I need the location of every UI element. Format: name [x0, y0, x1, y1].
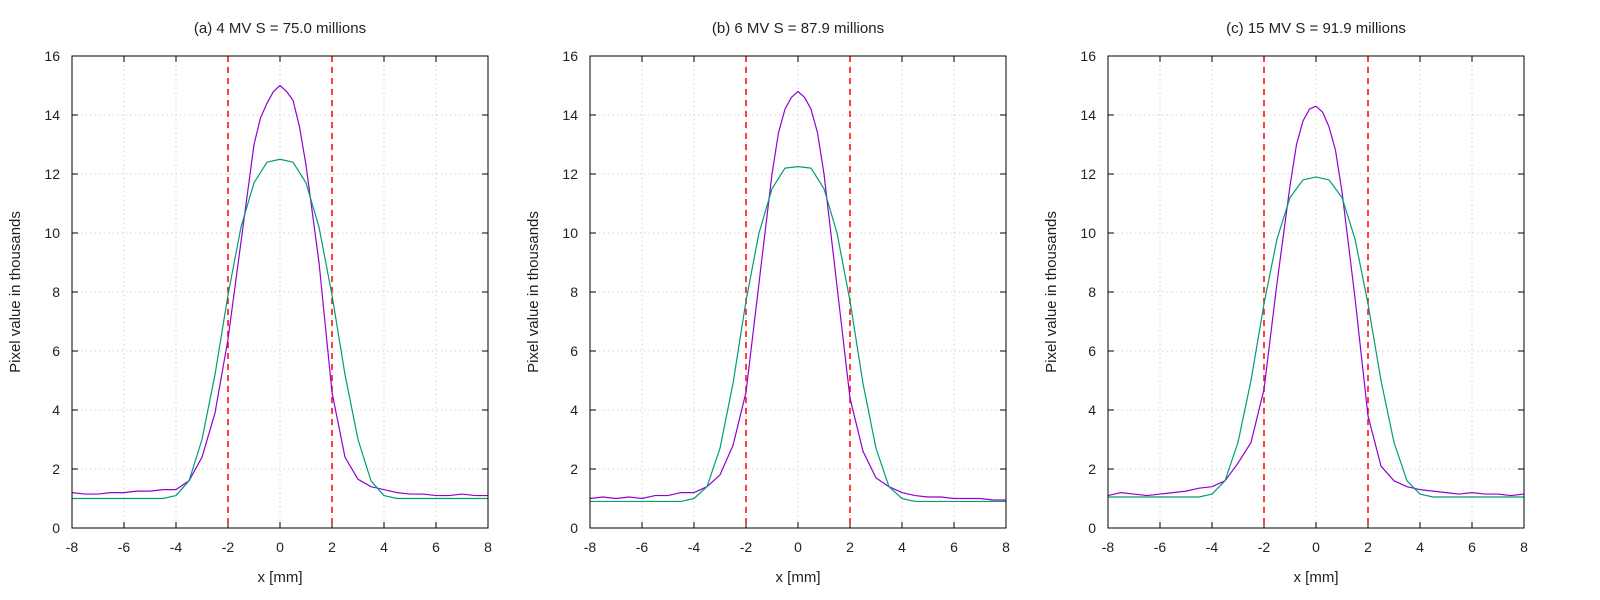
y-tick-label: 10	[1080, 225, 1096, 241]
plot-frame	[71, 55, 489, 529]
y-tick-label: 10	[562, 225, 578, 241]
y-tick-label: 10	[44, 225, 60, 241]
grid	[72, 56, 488, 528]
x-tick-label: 8	[484, 539, 492, 555]
x-axis-label: x [mm]	[258, 569, 303, 586]
x-tick-label: 0	[794, 539, 802, 555]
y-tick-label: 14	[562, 107, 578, 123]
y-tick-label: 8	[52, 284, 60, 300]
x-tick-label: 4	[1416, 539, 1424, 555]
x-tick-label: 6	[1468, 539, 1476, 555]
x-tick-label: -6	[636, 539, 649, 555]
y-tick-label: 0	[1088, 520, 1096, 536]
y-tick-label: 14	[44, 107, 60, 123]
x-tick-label: -6	[1154, 539, 1167, 555]
x-tick-label: 2	[846, 539, 854, 555]
x-tick-label: 4	[380, 539, 388, 555]
y-tick-label: 8	[570, 284, 578, 300]
y-tick-label: 16	[562, 48, 578, 64]
y-tick-label: 12	[562, 166, 578, 182]
y-tick-label: 16	[1080, 48, 1096, 64]
x-tick-label: -6	[118, 539, 131, 555]
x-tick-label: 8	[1520, 539, 1528, 555]
y-tick-label: 6	[52, 343, 60, 359]
y-tick-label: 4	[570, 402, 578, 418]
plot-frame	[1107, 55, 1525, 529]
y-tick-label: 2	[52, 461, 60, 477]
x-tick-label: 0	[1312, 539, 1320, 555]
chart-title: (b) 6 MV S = 87.9 millions	[712, 20, 884, 37]
x-axis-label: x [mm]	[776, 569, 821, 586]
y-tick-label: 4	[1088, 402, 1096, 418]
chart-panel-1: -8 -6 -4 -2 0 2 4 6 8 0 2 4 6 8 10 12 14 16 (a) 4 MV S = 7…	[7, 20, 492, 586]
x-tick-label: -8	[66, 539, 79, 555]
y-tick-label: 4	[52, 402, 60, 418]
y-axis-label: Pixel value in thousands	[525, 211, 542, 373]
x-tick-label: -4	[1206, 539, 1219, 555]
x-tick-label: -4	[688, 539, 701, 555]
y-tick-label: 8	[1088, 284, 1096, 300]
chart-title: (a) 4 MV S = 75.0 millions	[194, 20, 366, 37]
chart-panel-3: -8 -6 -4 -2 0 2 4 6 8 0 2 4 6 8 10 12 14 16 (c) 15 MV S = …	[1043, 20, 1528, 586]
y-tick-label: 14	[1080, 107, 1096, 123]
y-tick-label: 2	[1088, 461, 1096, 477]
x-tick-label: 2	[1364, 539, 1372, 555]
series-line-1	[589, 90, 1006, 501]
y-tick-label: 6	[1088, 343, 1096, 359]
y-tick-label: 0	[570, 520, 578, 536]
y-tick-label: 2	[570, 461, 578, 477]
grid	[590, 56, 1006, 528]
x-tick-label: -2	[1258, 539, 1271, 555]
plot-frame	[589, 55, 1007, 529]
x-tick-label: -4	[170, 539, 183, 555]
x-tick-label: 0	[276, 539, 284, 555]
x-tick-label: 8	[1002, 539, 1010, 555]
series-line-2	[72, 158, 488, 500]
series-line-1	[1107, 105, 1525, 497]
chart-title: (c) 15 MV S = 91.9 millions	[1226, 20, 1406, 37]
y-tick-label: 16	[44, 48, 60, 64]
y-tick-label: 12	[1080, 166, 1096, 182]
y-axis-label: Pixel value in thousands	[1043, 211, 1060, 373]
x-tick-label: 2	[328, 539, 336, 555]
y-tick-label: 6	[570, 343, 578, 359]
y-tick-label: 12	[44, 166, 60, 182]
grid	[1108, 56, 1524, 528]
x-tick-label: -8	[1102, 539, 1115, 555]
x-tick-label: 6	[950, 539, 958, 555]
x-tick-label: -2	[222, 539, 235, 555]
x-tick-label: -2	[740, 539, 753, 555]
x-axis-label: x [mm]	[1294, 569, 1339, 586]
series-line-1	[71, 84, 488, 497]
x-tick-label: -8	[584, 539, 597, 555]
y-axis-label: Pixel value in thousands	[7, 211, 24, 373]
chart-panel-2: -8 -6 -4 -2 0 2 4 6 8 0 2 4 6 8 10 12 14 16 (b) 6 MV S = 8…	[525, 20, 1010, 586]
y-tick-label: 0	[52, 520, 60, 536]
series-line-2	[1108, 176, 1524, 498]
x-tick-label: 4	[898, 539, 906, 555]
x-tick-label: 6	[432, 539, 440, 555]
series-line-2	[590, 166, 1006, 503]
